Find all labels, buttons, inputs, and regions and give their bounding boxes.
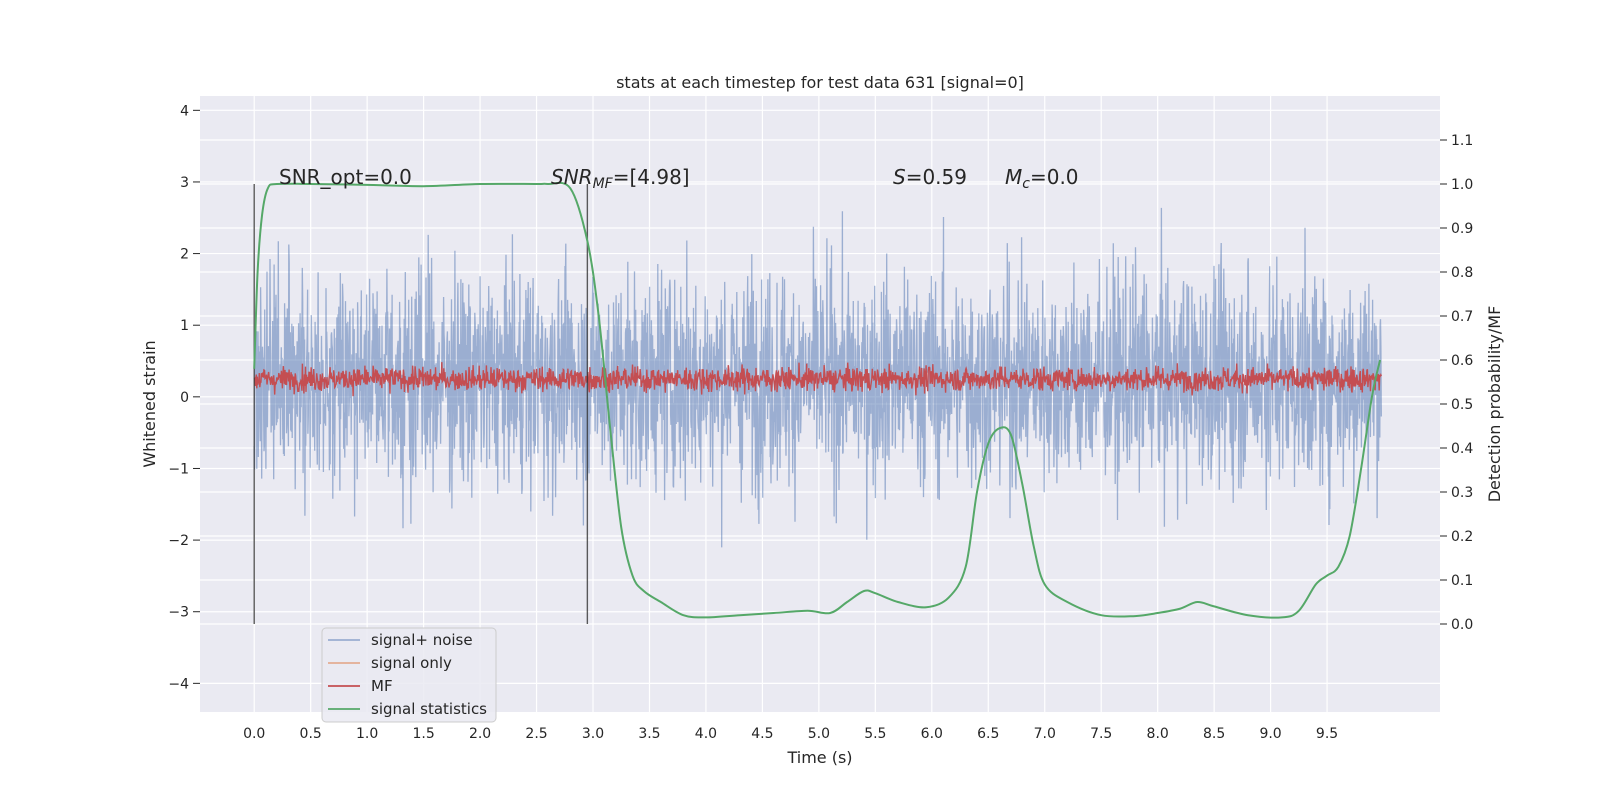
right-y-tick-label: 0.3: [1451, 485, 1473, 501]
right-y-tick-label: 0.8: [1451, 265, 1473, 281]
annotation-mc: Mc=0.0: [1005, 165, 1079, 192]
series-signal-statistics: [253, 181, 1382, 619]
x-axis-label: Time (s): [786, 748, 852, 767]
legend: signal+ noise signal only MF signal stat…: [321, 627, 497, 723]
vertical-markers: [253, 184, 589, 624]
y-tick-label: 3: [180, 175, 189, 191]
annotation-snr-opt: SNR_opt=0.0: [279, 165, 412, 189]
right-y-tick-label: 1.1: [1451, 133, 1473, 149]
x-tick-label: 3.0: [582, 726, 604, 742]
chart-title: stats at each timestep for test data 631…: [616, 73, 1024, 92]
x-tick-label: 6.0: [921, 726, 943, 742]
x-axis-ticks: 0.0 0.5 1.0 1.5 2.0 2.5 3.0 3.5 4.0 4.5 5.0 5.5 6.0 6…: [243, 726, 1338, 742]
right-y-tick-label: 0.9: [1451, 221, 1473, 237]
x-tick-label: 8.0: [1147, 726, 1169, 742]
signal-statistics-line: [253, 181, 1382, 619]
annotations: SNR_opt=0.0 SNRMF=[4.98] S=0.59 Mc=0.0: [279, 165, 1079, 192]
right-y-tick-label: 0.0: [1451, 617, 1473, 633]
y-tick-label: 1: [180, 318, 189, 334]
x-tick-label: 0.5: [300, 726, 322, 742]
right-y-tick-label: 0.4: [1451, 441, 1473, 457]
legend-label-signal-statistics: signal statistics: [371, 700, 487, 718]
x-tick-label: 7.0: [1034, 726, 1056, 742]
right-y-tick-label: 0.6: [1451, 353, 1473, 369]
y-tick-label: 2: [180, 247, 189, 263]
x-tick-label: 6.5: [977, 726, 999, 742]
right-y-tick-label: 0.7: [1451, 309, 1473, 325]
x-tick-label: 5.0: [808, 726, 830, 742]
right-y-tick-label: 1.0: [1451, 177, 1473, 193]
x-tick-label: 4.0: [695, 726, 717, 742]
y-tick-label: 0: [180, 390, 189, 406]
y-tick-label: −3: [168, 605, 189, 621]
right-y-axis-ticks: 0.0 0.1 0.2 0.3 0.4 0.5 0.6 0.7 0.8 0.9 1.0 1.1: [1440, 133, 1473, 633]
x-tick-label: 1.0: [356, 726, 378, 742]
x-tick-label: 2.0: [469, 726, 491, 742]
annotation-snr-mf: SNRMF=[4.98]: [551, 165, 690, 192]
y-axis-label: Whitened strain: [140, 340, 159, 467]
x-tick-label: 4.5: [751, 726, 773, 742]
right-y-tick-label: 0.5: [1451, 397, 1473, 413]
y-tick-label: 4: [180, 103, 189, 119]
legend-label-signal-noise: signal+ noise: [371, 631, 473, 649]
legend-box: [321, 627, 497, 723]
x-tick-label: 7.5: [1090, 726, 1112, 742]
x-tick-label: 1.5: [412, 726, 434, 742]
right-y-tick-label: 0.2: [1451, 529, 1473, 545]
annotation-s: S=0.59: [893, 165, 967, 189]
right-y-axis-label: Detection probability/MF: [1485, 306, 1504, 503]
y-tick-label: −4: [168, 676, 189, 692]
x-tick-label: 2.5: [525, 726, 547, 742]
y-tick-label: −1: [168, 461, 189, 477]
x-tick-label: 8.5: [1203, 726, 1225, 742]
x-tick-label: 0.0: [243, 726, 265, 742]
legend-label-mf: MF: [371, 677, 393, 695]
y-axis-ticks: −4 −3 −2 −1 0 1 2 3 4: [168, 103, 200, 692]
legend-label-signal-only: signal only: [371, 654, 452, 672]
series-mf: [253, 362, 1382, 397]
x-tick-label: 9.0: [1259, 726, 1281, 742]
mf-line: [253, 362, 1382, 397]
right-y-tick-label: 0.1: [1451, 573, 1473, 589]
y-tick-label: −2: [168, 533, 189, 549]
x-tick-label: 9.5: [1316, 726, 1338, 742]
x-tick-label: 3.5: [638, 726, 660, 742]
x-tick-label: 5.5: [864, 726, 886, 742]
